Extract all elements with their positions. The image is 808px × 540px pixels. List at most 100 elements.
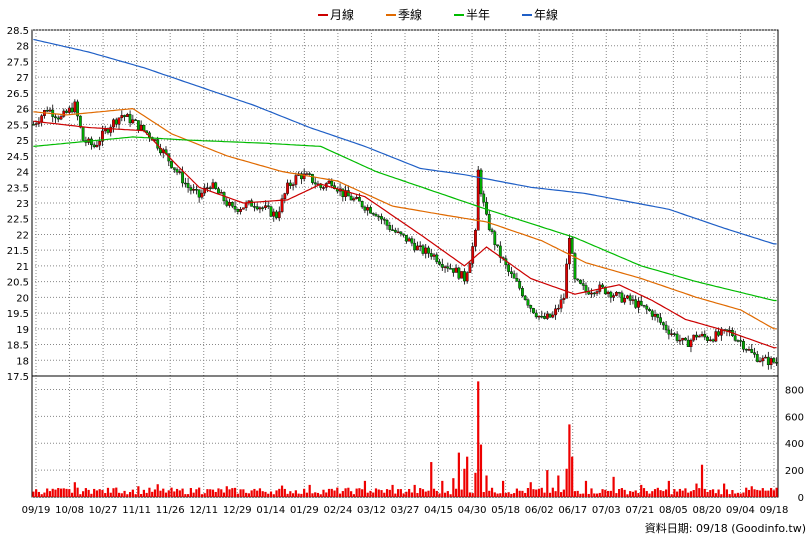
- candle: [545, 310, 549, 320]
- candle: [352, 196, 356, 202]
- volume-bar: [687, 492, 690, 497]
- candle: [769, 356, 773, 370]
- volume-bar: [711, 489, 715, 497]
- candle: [109, 124, 113, 137]
- volume-bar: [195, 489, 198, 497]
- volume-bar: [684, 488, 687, 497]
- candle: [186, 177, 190, 193]
- candle: [667, 325, 671, 340]
- volume-bar: [601, 489, 604, 497]
- volume-bar: [518, 490, 521, 497]
- volume-bar: [488, 490, 491, 497]
- volume-bar: [170, 487, 173, 497]
- volume-bar: [496, 493, 499, 497]
- candle: [170, 160, 173, 169]
- candle: [208, 185, 212, 192]
- candle: [551, 311, 555, 319]
- candle: [496, 244, 499, 248]
- volume-bar: [419, 488, 422, 497]
- volume-bar: [245, 492, 248, 497]
- candle: [681, 337, 685, 345]
- candle: [344, 185, 347, 201]
- candle: [294, 172, 298, 188]
- candle: [532, 307, 535, 314]
- candle: [449, 263, 452, 270]
- volume-bar: [747, 489, 751, 497]
- candle: [695, 331, 698, 341]
- volume-bar: [222, 492, 226, 497]
- candle: [62, 108, 66, 118]
- volume-bar: [344, 488, 347, 497]
- price-tick-label: 27: [16, 73, 29, 84]
- candle: [750, 344, 754, 354]
- candle: [714, 329, 718, 343]
- candle: [521, 286, 524, 298]
- volume-bar: [537, 488, 541, 497]
- volume-bar: [104, 493, 107, 497]
- candle: [172, 167, 176, 173]
- candle: [761, 355, 765, 367]
- price-tick-label: 18.5: [7, 341, 29, 352]
- candle: [581, 278, 585, 290]
- volume-bar: [314, 492, 317, 497]
- volume-bar: [750, 486, 753, 497]
- date-tick-label: 10/08: [55, 505, 84, 516]
- volume-bar: [333, 490, 336, 497]
- date-tick-label: 09/19: [22, 505, 51, 516]
- legend-item-2: 半年: [454, 8, 490, 22]
- volume-bar: [217, 488, 220, 497]
- volume-bar: [109, 492, 112, 497]
- candle: [648, 307, 651, 312]
- price-tick-label: 28.5: [7, 26, 29, 37]
- volume-bar: [48, 491, 52, 497]
- volume-bar: [164, 492, 168, 497]
- volume-bar: [562, 489, 565, 497]
- price-tick-label: 20: [16, 293, 29, 304]
- volume-bar: [441, 480, 444, 497]
- candle: [766, 351, 770, 370]
- volume-bar: [322, 489, 325, 497]
- candle: [291, 182, 295, 191]
- volume-bar: [670, 494, 673, 497]
- candle: [421, 244, 425, 256]
- volume-bar: [604, 489, 607, 497]
- volume-bar: [499, 493, 502, 497]
- volume-bar: [394, 493, 397, 497]
- candle: [277, 206, 281, 222]
- volume-bar: [98, 489, 101, 497]
- candle: [120, 110, 124, 122]
- candle: [363, 205, 367, 214]
- candle: [772, 357, 776, 364]
- date-tick-label: 04/15: [424, 505, 453, 516]
- candle: [620, 290, 624, 303]
- candle: [678, 334, 682, 345]
- volume-bar: [513, 493, 516, 497]
- candle: [269, 205, 273, 218]
- volume-bar: [267, 493, 270, 497]
- volume-bar: [292, 493, 295, 497]
- grid: [31, 29, 779, 498]
- candle: [529, 304, 533, 313]
- volume-bar: [358, 488, 361, 497]
- volume-bar: [319, 494, 322, 497]
- candle: [579, 279, 582, 285]
- volume-bar: [753, 489, 756, 497]
- volume-bar: [435, 490, 438, 497]
- volume-bar: [93, 488, 96, 497]
- volume-bar: [120, 493, 123, 497]
- volume-bar: [764, 490, 767, 497]
- moving-average-lines: [33, 38, 777, 349]
- volume-bar: [745, 487, 748, 497]
- volume-bar: [167, 490, 170, 497]
- volume-bar: [493, 492, 496, 497]
- volume-bar: [283, 488, 286, 497]
- candle: [515, 272, 519, 282]
- volume-bar: [361, 489, 364, 497]
- candle: [645, 304, 649, 315]
- volume-bar: [463, 468, 466, 497]
- candle: [410, 236, 414, 247]
- volume-bar: [532, 489, 535, 497]
- volume-bar: [350, 491, 353, 497]
- volume-bar: [629, 491, 632, 497]
